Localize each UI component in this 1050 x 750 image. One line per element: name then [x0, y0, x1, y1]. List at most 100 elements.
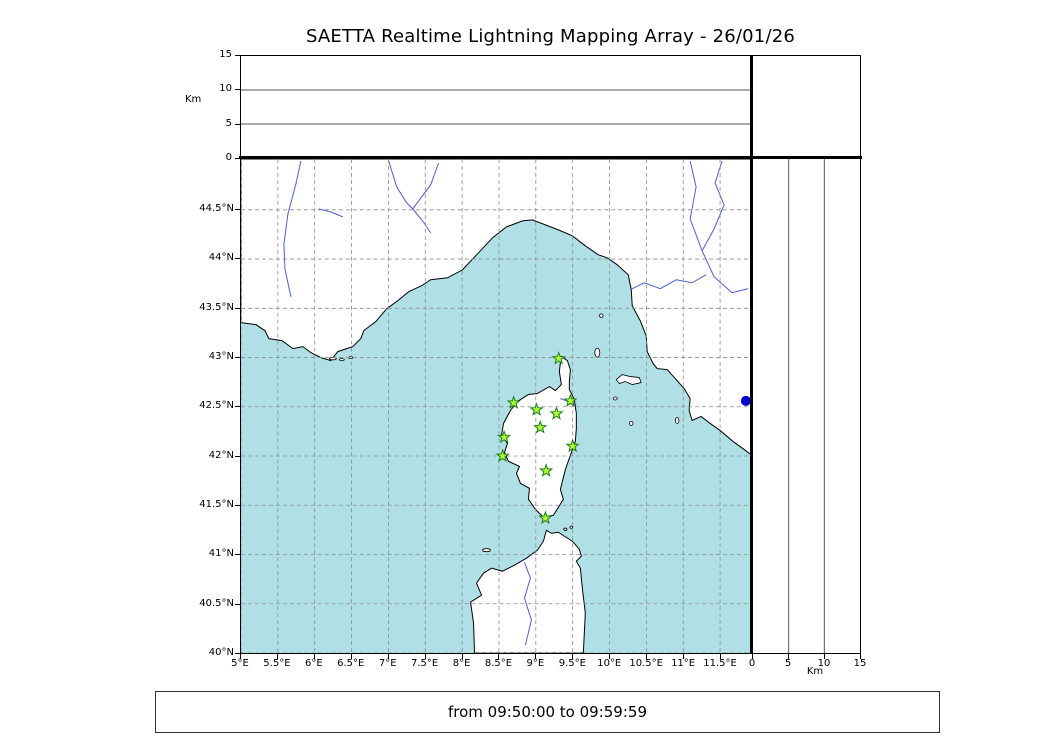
alt-tick-label-right: 0 — [748, 658, 756, 669]
alt-tick-label-right: 10 — [817, 658, 831, 669]
right-panel-km-axis-label: Km — [806, 666, 824, 677]
lat-tick-label: 40°N — [208, 647, 234, 658]
lon-tick-label: 5°E — [231, 658, 249, 669]
tick-mark — [609, 654, 611, 659]
lon-tick-label: 11°E — [671, 658, 696, 669]
station-marker — [539, 463, 554, 477]
island-elba — [615, 374, 642, 385]
island — [612, 396, 618, 401]
lat-tick-label: 43°N — [208, 350, 234, 362]
tick-mark — [860, 654, 861, 659]
lat-tick-label: 40.5°N — [199, 597, 234, 609]
time-range-text: from 09:50:00 to 09:59:59 — [447, 703, 647, 721]
island — [338, 358, 345, 361]
alt-tick-label-top: 0 — [225, 152, 232, 163]
river — [701, 160, 725, 252]
island — [599, 313, 604, 318]
frame-divider-vertical — [750, 55, 753, 654]
lon-tick-label: 5.5°E — [263, 658, 291, 669]
tick-mark — [235, 504, 240, 506]
alt-tick-label-top: 15 — [219, 49, 232, 60]
lon-tick-label: 7.5°E — [410, 658, 439, 669]
tick-mark — [276, 654, 278, 659]
altitude-vs-longitude-panel — [240, 55, 753, 159]
lat-tick-label: 41.5°N — [199, 498, 234, 510]
lat-tick-label: 42°N — [208, 449, 234, 461]
lat-tick-label: 44°N — [208, 252, 234, 264]
tick-mark — [235, 89, 240, 91]
island — [594, 347, 601, 358]
river — [388, 160, 432, 234]
station-marker — [549, 406, 564, 420]
tick-mark — [235, 158, 240, 159]
island — [563, 527, 568, 531]
station-marker — [497, 429, 512, 444]
island — [482, 548, 491, 553]
lon-tick-label: 9.5°E — [558, 658, 586, 669]
alt-tick-label-top: 10 — [219, 83, 232, 95]
tick-mark — [235, 258, 240, 260]
river — [283, 160, 302, 297]
tick-mark — [424, 654, 426, 659]
river — [412, 162, 440, 210]
tick-mark — [824, 654, 825, 659]
station-marker — [529, 402, 544, 416]
altitude-longitude-plot — [241, 89, 752, 125]
river — [523, 562, 532, 646]
alt-tick-label-right: 15 — [853, 658, 867, 669]
lon-tick-label: 8.5°E — [484, 658, 513, 669]
river — [689, 160, 749, 294]
tick-mark — [235, 356, 240, 358]
geographic-map — [241, 159, 752, 653]
map-panel — [240, 158, 753, 654]
lon-tick-label: 10.5°E — [629, 658, 663, 669]
lat-tick-label: 41°N — [208, 548, 234, 560]
tick-mark — [720, 654, 722, 659]
figure-title: SAETTA Realtime Lightning Mapping Array … — [305, 26, 796, 47]
tick-mark — [235, 208, 240, 210]
altitude-latitude-plot — [788, 159, 825, 653]
blue-point-marker — [740, 395, 751, 406]
tick-mark — [535, 654, 537, 659]
tick-mark — [683, 654, 685, 659]
station-marker — [533, 420, 548, 434]
lat-tick-label: 42.5°N — [199, 400, 234, 412]
river — [630, 274, 707, 291]
tick-mark — [235, 455, 240, 457]
top-panel-km-axis-label: Km — [185, 94, 202, 105]
tick-mark — [788, 654, 789, 659]
altitude-vs-latitude-panel — [752, 158, 861, 654]
tick-mark — [235, 653, 240, 654]
tick-mark — [350, 654, 352, 659]
tick-mark — [235, 554, 240, 556]
tick-mark — [235, 55, 240, 56]
tick-mark — [461, 654, 463, 659]
lon-tick-label: 11.5°E — [703, 658, 737, 669]
station-marker — [551, 351, 566, 365]
time-range-box: from 09:50:00 to 09:59:59 — [155, 691, 940, 733]
lon-tick-label: 7°E — [378, 658, 397, 669]
island — [569, 525, 574, 529]
tick-mark — [240, 654, 241, 659]
alt-tick-label-top: 5 — [225, 117, 232, 129]
lon-tick-label: 9°E — [526, 658, 545, 669]
tick-mark — [498, 654, 500, 659]
tick-mark — [646, 654, 648, 659]
tick-mark — [235, 603, 240, 605]
tick-mark — [752, 654, 753, 659]
coastline-corsica — [500, 355, 577, 518]
lon-tick-label: 8°E — [452, 658, 471, 669]
station-marker — [506, 395, 521, 409]
tick-mark — [387, 654, 389, 659]
histogram-panel — [752, 55, 861, 159]
lon-tick-label: 10°E — [597, 658, 622, 669]
station-marker — [565, 438, 580, 453]
alt-tick-label-right: 5 — [784, 658, 792, 669]
tick-mark — [313, 654, 315, 659]
station-marker — [495, 448, 510, 463]
lon-tick-label: 6.5°E — [337, 658, 365, 669]
river — [318, 208, 343, 218]
coastline-mainland — [241, 159, 752, 457]
lon-tick-label: 6°E — [305, 658, 323, 669]
